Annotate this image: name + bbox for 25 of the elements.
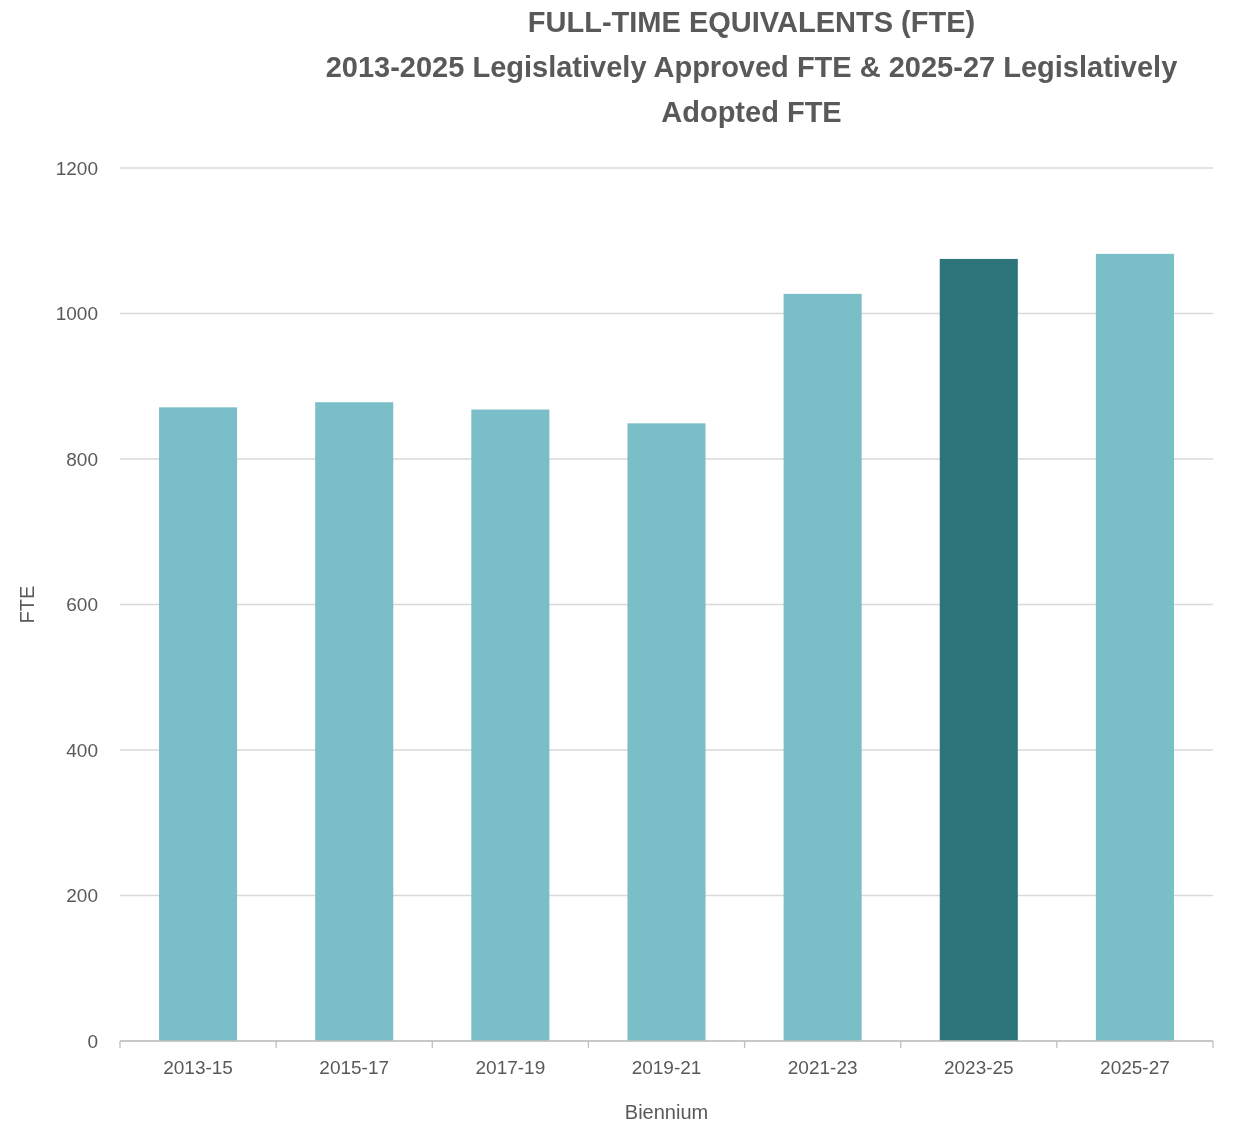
x-tick-label: 2013-15 [163, 1057, 233, 1079]
y-tick-label: 400 [66, 739, 98, 761]
bar [939, 258, 1018, 1041]
x-tick-label: 2015-17 [319, 1057, 390, 1079]
y-tick-label: 200 [66, 885, 98, 907]
y-tick-label: 0 [87, 1030, 98, 1052]
x-tick-label: 2025-27 [1100, 1057, 1170, 1079]
x-tick-label: 2019-21 [631, 1057, 702, 1079]
y-tick-label: 800 [66, 448, 98, 470]
x-axis-title: Biennium [624, 1101, 709, 1123]
bar [627, 423, 706, 1041]
bar [315, 402, 394, 1041]
y-tick-label: 1200 [55, 157, 98, 179]
bar [471, 409, 550, 1041]
bar [1095, 253, 1174, 1041]
x-tick-label: 2021-23 [787, 1057, 858, 1079]
y-tick-label: 1000 [55, 303, 98, 325]
bar [783, 293, 862, 1041]
x-tick-label: 2017-19 [475, 1057, 546, 1079]
x-tick-label: 2023-25 [943, 1057, 1014, 1079]
chart-title: FULL-TIME EQUIVALENTS (FTE) [527, 6, 976, 38]
bar [159, 407, 238, 1041]
chart-subtitle: 2013-2025 Legislatively Approved FTE & 2025-27 Legislatively Adopted FTE [325, 51, 1178, 128]
y-axis-title: FTE [16, 585, 38, 624]
y-tick-label: 600 [66, 594, 98, 616]
